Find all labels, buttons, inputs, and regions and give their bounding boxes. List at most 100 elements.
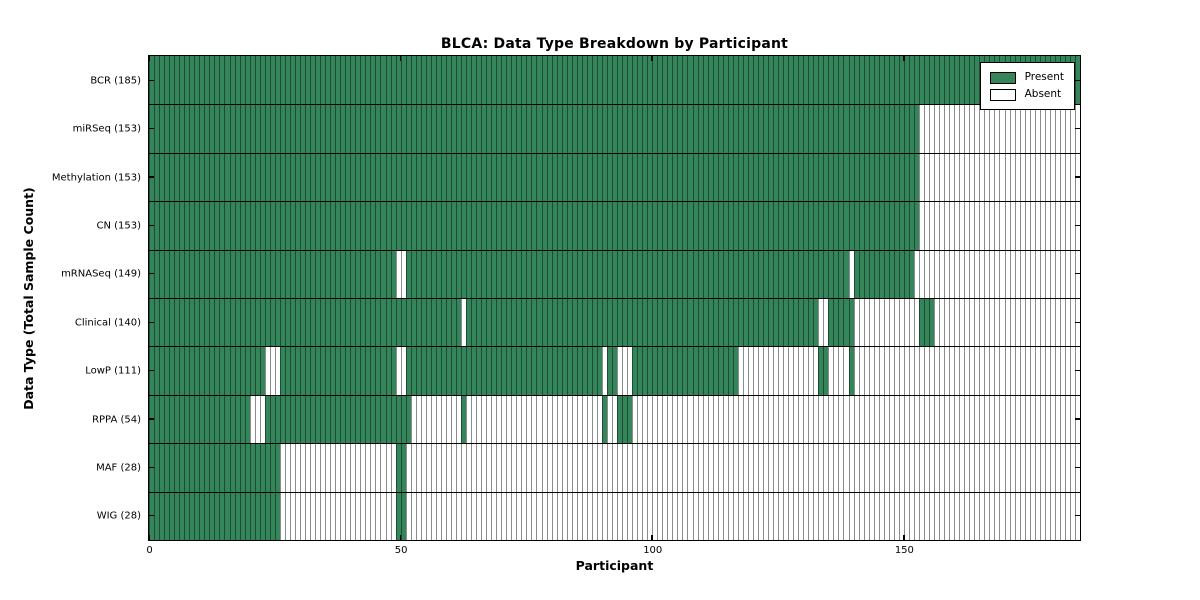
heatmap-cell (1034, 444, 1040, 492)
heatmap-cell (471, 153, 477, 202)
heatmap-cell (803, 444, 809, 492)
heatmap-cell (798, 347, 804, 395)
heatmap-cell (1009, 444, 1015, 492)
heatmap-cell (405, 56, 411, 105)
heatmap-cell (833, 347, 839, 395)
heatmap-cell (531, 299, 537, 347)
heatmap-cell (1024, 250, 1030, 298)
heatmap-cell (1014, 202, 1020, 250)
heatmap-cell (390, 56, 396, 105)
heatmap-cell (310, 444, 316, 492)
heatmap-cell (1069, 299, 1075, 347)
heatmap-cell (883, 153, 889, 202)
heatmap-cell (435, 202, 441, 250)
heatmap-cell (1039, 153, 1045, 202)
heatmap-cell (767, 56, 774, 105)
heatmap-cell (979, 299, 985, 347)
heatmap-cell (974, 202, 980, 250)
heatmap-cell (798, 395, 804, 444)
heatmap-cell (742, 444, 748, 492)
heatmap-cell (918, 395, 924, 444)
heatmap-cell (239, 492, 245, 540)
heatmap-cell (677, 347, 683, 395)
heatmap-cell (249, 299, 255, 347)
heatmap-cell (742, 299, 748, 347)
heatmap-cell (325, 250, 331, 298)
heatmap-cell (596, 299, 602, 347)
heatmap-cell (712, 202, 718, 250)
heatmap-cell (350, 444, 356, 492)
heatmap-cell (239, 153, 245, 202)
heatmap-cell (863, 56, 869, 105)
heatmap-cell (244, 444, 250, 492)
heatmap-cell (959, 395, 965, 444)
heatmap-cell (682, 444, 688, 492)
heatmap-cell (1029, 492, 1035, 540)
heatmap-cell (154, 347, 160, 395)
heatmap-cell (491, 250, 497, 298)
heatmap-cell (843, 492, 849, 540)
heatmap-cell (506, 56, 512, 105)
heatmap-cell (531, 347, 537, 395)
heatmap-cell (747, 250, 753, 298)
heatmap-cell (843, 250, 849, 298)
heatmap-cell (234, 153, 240, 202)
heatmap-cell (229, 56, 235, 105)
heatmap-cell (682, 395, 688, 444)
heatmap-cell (415, 250, 421, 298)
heatmap-cell (390, 347, 396, 395)
x-tick-label: 50 (394, 545, 408, 556)
heatmap-cell (637, 250, 643, 298)
heatmap-cell (903, 444, 909, 492)
heatmap-cell (858, 250, 864, 298)
heatmap-cell (999, 153, 1005, 202)
heatmap-cell (1039, 250, 1045, 298)
y-tick-mark (1075, 515, 1080, 517)
heatmap-cell (305, 202, 311, 250)
heatmap-cell (979, 153, 985, 202)
heatmap-cell (541, 444, 547, 492)
heatmap-cell (330, 395, 336, 444)
heatmap-cell (159, 105, 165, 153)
heatmap-cell (1019, 444, 1025, 492)
heatmap-cell (747, 202, 753, 250)
heatmap-cell (813, 347, 819, 395)
heatmap-cell (294, 347, 300, 395)
heatmap-cell (778, 202, 784, 250)
heatmap-cell (596, 105, 602, 153)
heatmap-cell (204, 492, 210, 540)
heatmap-cell (556, 105, 562, 153)
heatmap-cell (395, 202, 401, 250)
heatmap-cell (944, 153, 950, 202)
heatmap-cell (219, 395, 225, 444)
heatmap-cell (420, 250, 426, 298)
heatmap-cell (687, 153, 693, 202)
heatmap-cell (657, 444, 663, 492)
heatmap-cell (697, 105, 703, 153)
heatmap-cell (863, 299, 869, 347)
heatmap-cell (712, 56, 718, 105)
heatmap-cell (672, 250, 678, 298)
x-tick-mark (651, 56, 653, 61)
heatmap-cell (430, 250, 436, 298)
heatmap-cell (783, 395, 789, 444)
heatmap-cell (1039, 105, 1045, 153)
heatmap-cell (793, 105, 799, 153)
heatmap-cell (959, 492, 965, 540)
heatmap-cell (435, 444, 441, 492)
heatmap-cell (727, 202, 733, 250)
heatmap-cell (778, 492, 784, 540)
heatmap-cell (556, 444, 562, 492)
heatmap-cell (219, 105, 225, 153)
heatmap-cell (888, 347, 894, 395)
heatmap-cell (828, 250, 834, 298)
heatmap-cell (657, 492, 663, 540)
heatmap-cell (410, 492, 416, 540)
heatmap-cell (440, 56, 446, 105)
heatmap-cell (823, 202, 829, 250)
heatmap-cell (445, 105, 451, 153)
heatmap-cell (949, 444, 955, 492)
heatmap-cell (445, 202, 451, 250)
heatmap-cell (888, 395, 894, 444)
heatmap-cell (1054, 347, 1060, 395)
